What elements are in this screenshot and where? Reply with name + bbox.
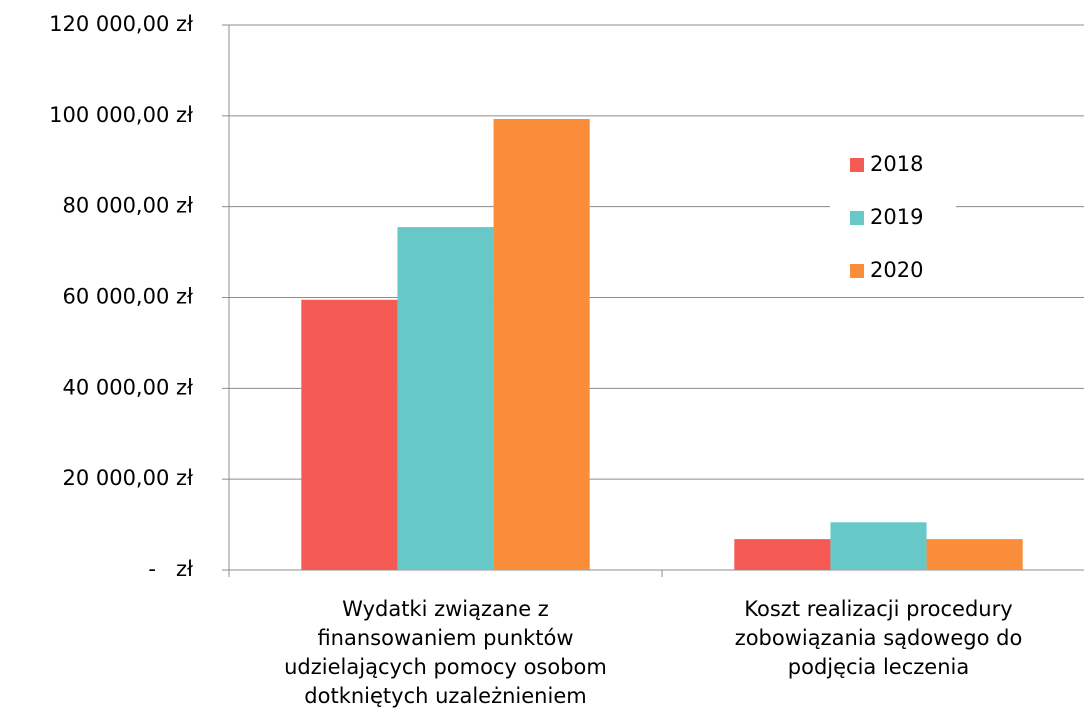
bar	[493, 119, 590, 570]
bar	[397, 227, 494, 570]
legend-swatch	[850, 264, 864, 278]
y-tick-label: 100 000,00 zł	[49, 103, 193, 127]
y-tick-label: 20 000,00 zł	[62, 466, 193, 490]
x-tick-label: Wydatki związane z finansowaniem punktów u…	[284, 597, 607, 708]
bar	[301, 299, 398, 570]
legend-label: 2020	[870, 258, 923, 282]
legend-swatch	[850, 158, 864, 172]
y-tick-label: 60 000,00 zł	[62, 285, 193, 309]
legend-label: 2018	[870, 152, 923, 176]
legend-label: 2019	[870, 205, 923, 229]
legend-swatch	[850, 211, 864, 225]
y-tick-label: 80 000,00 zł	[62, 194, 193, 218]
x-tick-label: Koszt realizacji procedury zobowiązania s…	[735, 597, 1023, 679]
bar	[926, 539, 1023, 570]
y-tick-label: 40 000,00 zł	[62, 375, 193, 399]
bar	[830, 522, 927, 570]
bar	[734, 539, 831, 570]
y-tick-label: - zł	[148, 557, 193, 581]
y-tick-label: 120 000,00 zł	[49, 12, 193, 36]
